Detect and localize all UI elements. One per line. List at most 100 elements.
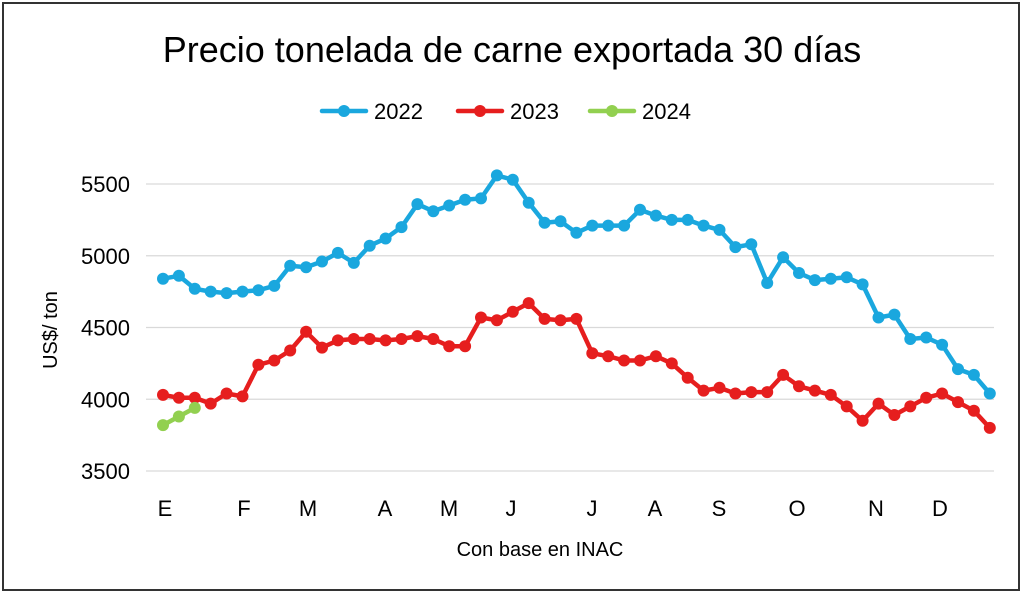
data-point bbox=[936, 387, 949, 400]
legend: 2022 2023 2024 bbox=[319, 99, 691, 124]
data-point bbox=[379, 334, 392, 347]
x-tick-label: J bbox=[506, 496, 517, 521]
legend-marker bbox=[606, 105, 618, 117]
data-point bbox=[236, 285, 249, 298]
data-point bbox=[300, 325, 313, 338]
data-point bbox=[522, 196, 535, 209]
legend-label: 2024 bbox=[642, 99, 691, 124]
data-point bbox=[347, 333, 360, 345]
data-point bbox=[443, 199, 456, 212]
chart-title: Precio tonelada de carne exportada 30 dí… bbox=[163, 29, 861, 70]
data-point bbox=[331, 246, 344, 259]
data-point bbox=[395, 221, 408, 234]
data-point bbox=[824, 388, 837, 401]
y-axis-ticks: 3500 4000 4500 5000 5500 bbox=[81, 172, 130, 484]
data-point bbox=[729, 241, 742, 254]
data-point bbox=[586, 219, 599, 232]
x-tick-label: S bbox=[712, 496, 727, 521]
data-point bbox=[252, 358, 265, 371]
data-point bbox=[983, 421, 996, 434]
data-point bbox=[602, 219, 615, 232]
data-point bbox=[602, 350, 615, 363]
data-point bbox=[220, 387, 233, 400]
data-point bbox=[856, 278, 869, 291]
series-2022 bbox=[157, 169, 996, 400]
data-point bbox=[411, 330, 424, 343]
data-point bbox=[459, 340, 472, 353]
data-point bbox=[157, 419, 169, 432]
data-point bbox=[649, 209, 662, 222]
data-point bbox=[554, 314, 567, 327]
data-point bbox=[172, 269, 185, 282]
data-point bbox=[665, 357, 678, 370]
data-point bbox=[793, 380, 805, 393]
data-point bbox=[554, 215, 567, 228]
data-point bbox=[538, 312, 551, 325]
data-point bbox=[952, 396, 964, 409]
data-point bbox=[268, 279, 281, 292]
legend-label: 2022 bbox=[374, 99, 423, 124]
series-group bbox=[157, 169, 996, 434]
data-point bbox=[506, 305, 519, 318]
data-point bbox=[872, 311, 885, 324]
data-point bbox=[872, 397, 885, 410]
data-point bbox=[300, 261, 313, 274]
data-point bbox=[427, 333, 440, 345]
data-point bbox=[284, 344, 297, 357]
data-point bbox=[204, 285, 217, 298]
data-point bbox=[745, 386, 758, 399]
legend-marker bbox=[474, 105, 486, 117]
data-point bbox=[777, 368, 790, 381]
data-point bbox=[443, 340, 456, 353]
data-point bbox=[252, 284, 265, 297]
data-point bbox=[316, 255, 328, 268]
data-point bbox=[188, 401, 201, 414]
y-axis-label: US$/ ton bbox=[40, 291, 62, 369]
x-tick-label: O bbox=[788, 496, 805, 521]
data-point bbox=[316, 341, 328, 354]
data-point bbox=[649, 350, 662, 363]
data-point bbox=[188, 391, 201, 404]
data-point bbox=[236, 390, 249, 403]
data-point bbox=[936, 338, 949, 351]
data-point bbox=[172, 410, 185, 423]
data-point bbox=[586, 347, 599, 360]
data-point bbox=[157, 272, 169, 285]
x-tick-label: E bbox=[158, 496, 173, 521]
data-point bbox=[761, 386, 774, 399]
data-point bbox=[522, 297, 535, 310]
y-tick-label: 4000 bbox=[81, 387, 130, 412]
data-point bbox=[824, 272, 837, 285]
data-point bbox=[713, 381, 726, 394]
data-point bbox=[172, 391, 185, 404]
data-point bbox=[363, 239, 376, 252]
data-point bbox=[920, 331, 933, 344]
data-point bbox=[157, 388, 169, 401]
y-tick-label: 3500 bbox=[81, 459, 130, 484]
x-tick-label: A bbox=[378, 496, 393, 521]
y-tick-label: 5500 bbox=[81, 172, 130, 197]
data-point bbox=[697, 219, 710, 232]
data-point bbox=[888, 308, 901, 321]
data-point bbox=[665, 213, 678, 226]
data-point bbox=[777, 251, 790, 264]
data-point bbox=[967, 404, 980, 417]
data-point bbox=[347, 256, 360, 269]
data-point bbox=[538, 216, 551, 229]
x-tick-label: M bbox=[440, 496, 458, 521]
x-tick-label: A bbox=[648, 496, 663, 521]
x-tick-label: J bbox=[587, 496, 598, 521]
data-point bbox=[904, 333, 917, 345]
legend-label: 2023 bbox=[510, 99, 559, 124]
data-point bbox=[188, 282, 201, 295]
legend-item-2022: 2022 bbox=[319, 99, 423, 124]
data-point bbox=[490, 314, 503, 327]
data-point bbox=[204, 397, 217, 410]
data-point bbox=[570, 226, 583, 239]
y-tick-label: 5000 bbox=[81, 244, 130, 269]
data-point bbox=[808, 384, 821, 397]
data-point bbox=[761, 277, 774, 289]
